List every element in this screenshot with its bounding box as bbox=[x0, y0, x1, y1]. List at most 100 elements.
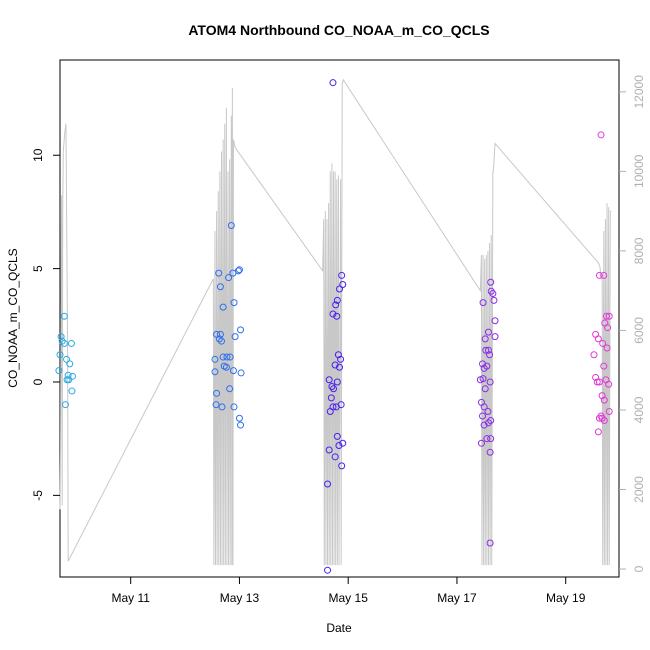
data-point bbox=[598, 414, 606, 422]
data-point bbox=[225, 274, 233, 282]
y-tick-label: -5 bbox=[31, 490, 45, 501]
data-point bbox=[211, 368, 219, 376]
x-axis-label: Date bbox=[326, 621, 352, 635]
x-tick-label: May 19 bbox=[546, 591, 586, 605]
data-point bbox=[64, 371, 72, 379]
data-point bbox=[65, 376, 73, 384]
data-point bbox=[332, 301, 340, 309]
data-point bbox=[223, 353, 231, 361]
data-point bbox=[66, 360, 74, 368]
chart-title: ATOM4 Northbound CO_NOAA_m_CO_QCLS bbox=[188, 22, 489, 38]
data-point bbox=[594, 428, 602, 436]
data-point bbox=[486, 448, 494, 456]
data-point bbox=[337, 401, 345, 409]
data-point bbox=[57, 333, 65, 341]
data-point bbox=[481, 385, 489, 393]
data-point bbox=[333, 378, 341, 386]
data-point bbox=[603, 344, 611, 352]
altitude-layer bbox=[59, 78, 612, 566]
y-axis-label: CO_NOAA_m_CO_QCLS bbox=[6, 248, 20, 387]
data-point bbox=[215, 335, 223, 343]
data-point bbox=[600, 396, 608, 404]
data-point bbox=[335, 441, 343, 449]
data-point bbox=[338, 271, 346, 279]
data-point bbox=[230, 299, 238, 307]
data-point bbox=[339, 439, 347, 447]
data-point bbox=[58, 337, 66, 345]
data-point bbox=[226, 353, 234, 361]
data-point bbox=[487, 417, 495, 425]
data-point bbox=[490, 296, 498, 304]
data-point bbox=[237, 369, 245, 377]
data-point bbox=[212, 401, 220, 409]
data-point bbox=[597, 131, 605, 139]
data-point bbox=[595, 378, 603, 386]
data-point bbox=[486, 351, 494, 359]
data-point bbox=[218, 337, 225, 345]
data-point bbox=[237, 326, 245, 334]
right-axis: 0 2000 4000 6000 8000 10000 12000 bbox=[619, 75, 646, 572]
data-point bbox=[326, 407, 334, 415]
data-point bbox=[222, 363, 230, 371]
data-point bbox=[486, 378, 494, 386]
data-point bbox=[338, 462, 346, 470]
data-point bbox=[331, 453, 339, 461]
data-point bbox=[604, 324, 612, 332]
data-point bbox=[602, 312, 610, 320]
data-point bbox=[486, 539, 494, 547]
data-point bbox=[235, 414, 243, 422]
x-tick-label: May 17 bbox=[437, 591, 477, 605]
data-point bbox=[477, 439, 485, 447]
data-point bbox=[487, 278, 495, 286]
data-point bbox=[479, 299, 487, 307]
data-point bbox=[211, 355, 219, 363]
data-point bbox=[599, 339, 607, 347]
data-point bbox=[227, 222, 235, 230]
left-axis: -5 0 5 10 bbox=[31, 148, 60, 501]
data-point bbox=[590, 351, 598, 359]
data-point bbox=[489, 290, 497, 298]
secondary-y-tick-label: 8000 bbox=[632, 237, 646, 264]
data-point bbox=[594, 335, 602, 343]
x-tick-label: May 13 bbox=[220, 591, 260, 605]
data-point bbox=[605, 312, 613, 320]
data-point bbox=[63, 355, 71, 363]
data-point bbox=[593, 378, 601, 386]
y-tick-label: 5 bbox=[31, 265, 45, 272]
data-point bbox=[600, 271, 608, 279]
data-point bbox=[324, 566, 332, 574]
data-point bbox=[229, 367, 237, 375]
data-point bbox=[484, 346, 492, 354]
data-point bbox=[339, 280, 347, 288]
altitude-line bbox=[59, 78, 612, 566]
data-point bbox=[491, 333, 499, 341]
plot-frame bbox=[59, 59, 620, 578]
data-point bbox=[482, 346, 490, 354]
data-point bbox=[56, 351, 64, 359]
data-point bbox=[480, 421, 488, 429]
data-point bbox=[237, 421, 245, 429]
x-tick-label: May 15 bbox=[329, 591, 369, 605]
data-point bbox=[229, 269, 237, 277]
data-point bbox=[484, 328, 492, 336]
data-point bbox=[592, 373, 600, 381]
data-point bbox=[481, 335, 489, 343]
y-tick-label: 10 bbox=[31, 148, 45, 162]
data-point bbox=[213, 389, 221, 397]
data-point bbox=[484, 407, 492, 415]
data-point bbox=[218, 403, 226, 411]
data-point bbox=[336, 285, 343, 293]
data-point bbox=[333, 296, 341, 304]
data-point bbox=[216, 283, 224, 291]
data-point bbox=[216, 330, 224, 338]
data-point bbox=[605, 380, 613, 388]
secondary-y-tick-label: 0 bbox=[632, 565, 646, 572]
bottom-axis: May 11 May 13 May 15 May 17 May 19 bbox=[111, 577, 586, 605]
data-point bbox=[68, 387, 76, 395]
data-point bbox=[336, 363, 343, 371]
secondary-y-tick-label: 4000 bbox=[632, 396, 646, 423]
y-tick-label: 0 bbox=[31, 378, 45, 385]
data-point bbox=[230, 403, 238, 411]
data-point bbox=[55, 367, 63, 375]
